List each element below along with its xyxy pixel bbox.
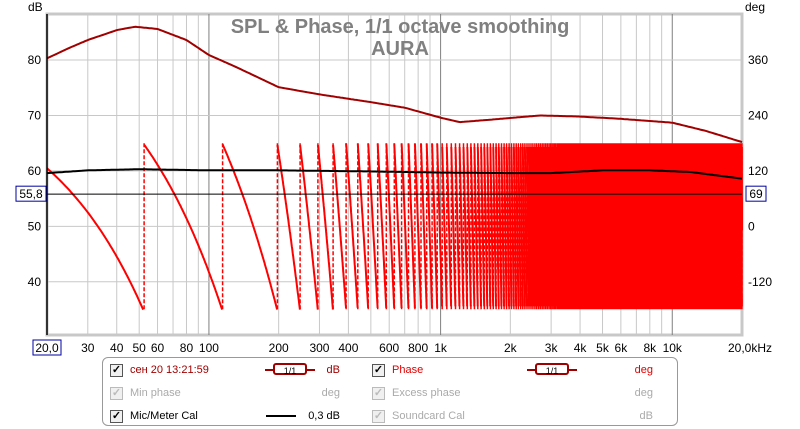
legend-row-excess-phase: ✓ Excess phase deg	[372, 384, 662, 402]
x-tick-label: 3k	[545, 341, 559, 355]
y-left-cursor-box	[15, 185, 47, 202]
mic-cal-line	[46, 168, 743, 180]
x-tick-label: 60	[151, 341, 165, 355]
measurement-label: сен 20 13:21:59	[130, 364, 209, 376]
unit-label: dB	[326, 364, 340, 376]
legend-row-phase: ✓ Phase 1/1 deg	[372, 361, 662, 379]
legend-row-measurement: ✓ сен 20 13:21:59 1/1 dB	[110, 361, 400, 379]
soundcard-cal-checkbox[interactable]: ✓	[372, 410, 385, 423]
x-tick-label: 10k	[663, 341, 683, 355]
y-right-tick-label: -120	[748, 275, 772, 289]
phase-smoothing-button[interactable]: 1/1	[527, 363, 577, 376]
x-tick-label: 40	[110, 341, 124, 355]
x-tick-label: 100	[199, 341, 219, 355]
y-left-tick-label: 70	[28, 108, 42, 122]
y-right-cursor-box	[745, 185, 767, 202]
measurement-checkbox[interactable]: ✓	[110, 364, 123, 377]
y-left-cursor-value: 55,8	[19, 187, 43, 201]
spl-line	[46, 25, 743, 144]
x-tick-label: 20,0	[35, 341, 59, 355]
mic-cal-label: Mic/Meter Cal	[130, 410, 198, 422]
y-right-axis-label: deg	[745, 0, 765, 14]
y-right-tick-label: 0	[748, 219, 755, 233]
axes: 20,0 30 40 50 60 80 100 200 300 400 600 800 1k 2k 3k 4k…	[15, 14, 772, 356]
mic-cal-value: 0,3 dB	[308, 410, 340, 422]
x-tick-label: 1k	[434, 341, 448, 355]
x-tick-label: 600	[379, 341, 399, 355]
mic-cal-checkbox[interactable]: ✓	[110, 410, 123, 423]
x-tick-label: 800	[408, 341, 428, 355]
x-tick-label: 2k	[504, 341, 518, 355]
excess-phase-unit: deg	[634, 387, 653, 399]
min-phase-checkbox[interactable]: ✓	[110, 387, 123, 400]
phase-unit-label: deg	[634, 364, 653, 376]
legend-row-soundcard-cal: ✓ Soundcard Cal dB	[372, 407, 662, 425]
x-tick-label: 50	[133, 341, 147, 355]
y-right-tick-label: 360	[748, 53, 768, 67]
soundcard-cal-unit: dB	[639, 410, 653, 422]
y-right-cursor-value: 69	[749, 187, 763, 201]
legend-row-min-phase: ✓ Min phase deg	[110, 384, 400, 402]
x-tick-label: 4k	[574, 341, 588, 355]
y-left-tick-label: 80	[28, 53, 42, 67]
y-right-tick-label: 240	[748, 109, 768, 123]
x-tick-label: 200	[269, 341, 289, 355]
legend-panel: ✓ сен 20 13:21:59 1/1 dB ✓ Phase 1/1 deg…	[102, 357, 678, 426]
chart-title: SPL & Phase, 1/1 octave smoothing	[231, 16, 570, 38]
min-phase-label: Min phase	[130, 387, 181, 399]
x-cursor-box	[32, 339, 62, 356]
phase-line	[46, 143, 743, 310]
y-left-axis-label: dB	[28, 0, 43, 14]
chart-subtitle: AURA	[371, 38, 429, 60]
plot-area	[46, 25, 743, 310]
x-tick-label: 5k	[596, 341, 610, 355]
y-left-tick-label: 40	[28, 275, 42, 289]
legend-row-mic-cal: ✓ Mic/Meter Cal 0,3 dB	[110, 407, 400, 425]
y-left-tick-label: 50	[28, 219, 42, 233]
phase-checkbox[interactable]: ✓	[372, 364, 385, 377]
mic-cal-line-swatch	[266, 415, 296, 417]
x-tick-label: 20,0kHz	[728, 341, 772, 355]
y-right-tick-label: 120	[748, 164, 768, 178]
excess-phase-label: Excess phase	[392, 387, 461, 399]
excess-phase-checkbox[interactable]: ✓	[372, 387, 385, 400]
x-tick-label: 80	[180, 341, 194, 355]
x-tick-label: 8k	[643, 341, 657, 355]
x-tick-label: 6k	[615, 341, 629, 355]
y-left-tick-label: 60	[28, 164, 42, 178]
x-tick-label: 300	[309, 341, 329, 355]
smoothing-button[interactable]: 1/1	[265, 363, 315, 376]
soundcard-cal-label: Soundcard Cal	[392, 410, 465, 422]
min-phase-unit: deg	[321, 387, 340, 399]
phase-label: Phase	[392, 364, 424, 376]
x-tick-label: 400	[338, 341, 358, 355]
x-tick-label: 30	[81, 341, 95, 355]
